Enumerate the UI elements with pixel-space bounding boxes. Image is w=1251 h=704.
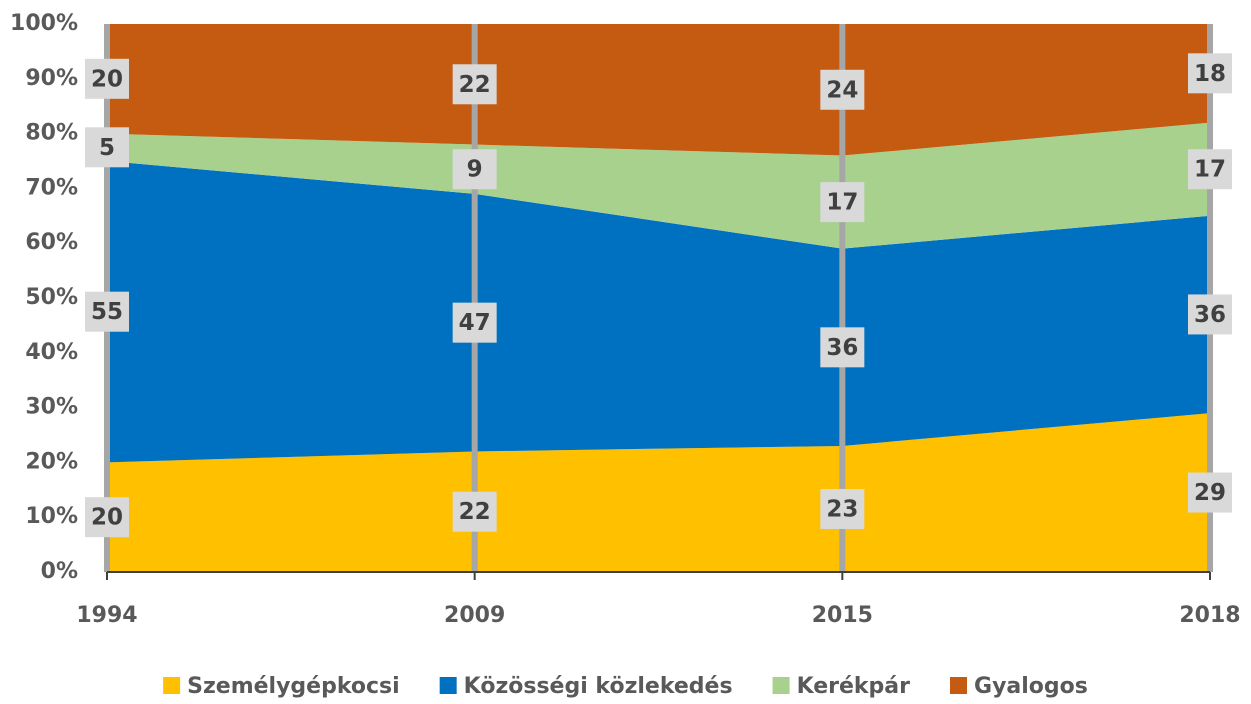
y-tick-label: 30% bbox=[25, 395, 78, 420]
area bbox=[107, 161, 1210, 463]
data-label-box bbox=[85, 291, 129, 332]
data-label: 20 bbox=[91, 505, 123, 531]
data-label: 36 bbox=[1194, 302, 1226, 328]
data-label-box bbox=[452, 302, 497, 343]
data-label-box bbox=[1188, 53, 1232, 94]
legend-label: Gyalogos bbox=[974, 674, 1088, 699]
data-label: 17 bbox=[826, 190, 858, 216]
data-label: 17 bbox=[1194, 157, 1226, 183]
y-tick-label: 80% bbox=[25, 121, 78, 146]
data-label: 18 bbox=[1194, 61, 1226, 87]
y-tick-label: 100% bbox=[10, 11, 78, 36]
x-tick-label: 2015 bbox=[812, 603, 873, 628]
data-label-box bbox=[452, 64, 497, 105]
data-label: 29 bbox=[1194, 480, 1226, 506]
legend-label: Közösségi közlekedés bbox=[464, 674, 733, 699]
y-tick-label: 50% bbox=[25, 285, 78, 310]
data-label: 9 bbox=[467, 157, 483, 183]
data-label-box bbox=[820, 182, 865, 223]
legend-swatch bbox=[439, 677, 457, 694]
data-label: 36 bbox=[826, 335, 858, 361]
data-label-box bbox=[452, 149, 497, 190]
y-tick-label: 0% bbox=[41, 559, 78, 584]
data-label-box bbox=[452, 491, 497, 532]
x-tick-label: 2018 bbox=[1179, 603, 1240, 628]
data-label: 55 bbox=[91, 299, 123, 325]
area bbox=[107, 122, 1210, 249]
data-label-box bbox=[1188, 294, 1232, 335]
data-label-box bbox=[1188, 472, 1232, 513]
y-tick-label: 90% bbox=[25, 66, 78, 91]
data-label: 24 bbox=[826, 77, 858, 103]
data-label: 20 bbox=[91, 66, 123, 92]
x-tick-label: 1994 bbox=[76, 603, 137, 628]
x-tick-label: 2009 bbox=[444, 603, 505, 628]
legend-swatch bbox=[163, 677, 181, 694]
legend-label: Kerékpár bbox=[797, 674, 911, 699]
area bbox=[107, 24, 1210, 156]
data-label-box bbox=[820, 327, 865, 368]
data-label: 22 bbox=[459, 499, 491, 525]
legend-label: Személygépkocsi bbox=[187, 674, 400, 699]
y-tick-label: 70% bbox=[25, 175, 78, 200]
data-label: 22 bbox=[459, 72, 491, 98]
data-label-box bbox=[85, 497, 129, 538]
data-label-box bbox=[85, 58, 129, 99]
y-tick-label: 60% bbox=[25, 230, 78, 255]
data-label-box bbox=[820, 69, 865, 110]
legend-swatch bbox=[950, 677, 968, 694]
data-label: 23 bbox=[826, 496, 858, 522]
data-label-box bbox=[1188, 149, 1232, 190]
data-label-box bbox=[85, 127, 129, 168]
y-tick-label: 40% bbox=[25, 340, 78, 365]
data-label: 47 bbox=[459, 310, 491, 336]
data-label: 5 bbox=[99, 135, 115, 161]
area bbox=[107, 413, 1210, 572]
legend-swatch bbox=[772, 677, 790, 694]
y-tick-label: 10% bbox=[25, 504, 78, 529]
legend: Személygépkocsi Közösségi közlekedés Kerék… bbox=[163, 674, 1088, 699]
data-label-box bbox=[820, 488, 865, 529]
y-tick-label: 20% bbox=[25, 449, 78, 474]
